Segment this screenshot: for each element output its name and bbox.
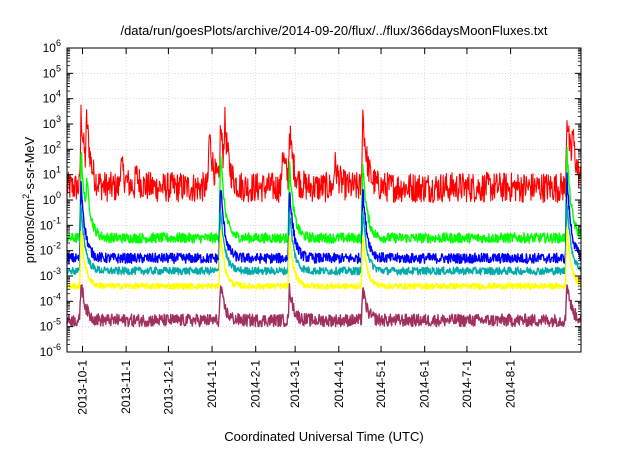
x-tick-label: 2014-5-1 [374, 360, 388, 408]
series-line [66, 146, 582, 244]
y-tick-exp: -4 [53, 291, 61, 301]
y-axis: 10610510410310210110010-110-210-310-410-… [40, 38, 581, 359]
y-tick-base: 10 [40, 294, 54, 308]
series-line [66, 226, 582, 290]
x-tick-label: 2014-1-1 [205, 360, 219, 408]
x-tick-label: 2013-10-1 [75, 360, 89, 415]
y-tick-exp: 4 [56, 89, 61, 99]
y-tick-exp: 2 [56, 139, 61, 149]
y-tick-label: 10-2 [40, 241, 61, 258]
y-tick-base: 10 [43, 193, 57, 207]
y-tick-exp: 3 [56, 114, 61, 124]
y-tick-exp: -2 [53, 241, 61, 251]
y-tick-exp: 1 [56, 165, 61, 175]
y-axis-label: protons/cm2-s-sr-MeV [21, 136, 37, 263]
series-line [66, 172, 582, 264]
y-tick-base: 10 [40, 320, 54, 334]
x-axis: 2013-10-1 2013-11-1 2013-12-1 2014-1-1 2014-… [75, 48, 518, 415]
y-tick-label: 10-5 [40, 317, 61, 334]
y-tick-exp: 0 [56, 190, 61, 200]
y-tick-exp: 5 [56, 63, 61, 73]
x-tick-label: 2014-3-1 [288, 360, 302, 408]
y-tick-base: 10 [43, 117, 57, 131]
y-tick-label: 105 [43, 63, 61, 80]
y-tick-base: 10 [43, 168, 57, 182]
x-axis-label: Coordinated Universal Time (UTC) [224, 429, 423, 444]
y-tick-label: 102 [43, 139, 61, 156]
y-tick-base: 10 [43, 92, 57, 106]
y-tick-label: 10-1 [40, 215, 61, 232]
x-tick-label: 2014-2-1 [249, 360, 263, 408]
y-axis-label-sup: 2 [21, 194, 31, 199]
x-tick-label: 2014-6-1 [418, 360, 432, 408]
y-tick-exp: 6 [56, 38, 61, 48]
y-tick-exp: -3 [53, 266, 61, 276]
x-tick-label: 2013-11-1 [119, 360, 133, 414]
y-tick-label: 10-4 [40, 291, 61, 308]
y-tick-base: 10 [43, 66, 57, 80]
y-tick-base: 10 [43, 142, 57, 156]
y-axis-label-rest: -s-sr-MeV [22, 136, 37, 193]
series-lines [66, 104, 582, 328]
y-tick-label: 100 [43, 190, 61, 207]
y-tick-label: 10-3 [40, 266, 61, 283]
series-line [66, 283, 582, 328]
y-tick-label: 104 [43, 89, 61, 106]
y-tick-exp: -1 [53, 215, 61, 225]
y-tick-label: 10-6 [40, 342, 61, 359]
grid-lines [67, 47, 581, 353]
chart-title: /data/run/goesPlots/archive/2014-09-20/f… [120, 23, 547, 38]
x-tick-label: 2014-7-1 [460, 360, 474, 408]
plot-frame [66, 47, 582, 353]
x-tick-label: 2013-12-1 [161, 360, 175, 415]
x-tick-label: 2014-8-1 [504, 360, 518, 408]
y-tick-base: 10 [40, 269, 54, 283]
y-tick-base: 10 [43, 41, 57, 55]
y-tick-label: 101 [43, 165, 61, 182]
x-tick-label: 2014-4-1 [332, 360, 346, 408]
y-axis-label-main: protons/cm [22, 199, 37, 263]
y-tick-base: 10 [40, 345, 54, 359]
y-tick-label: 106 [43, 38, 61, 55]
series-line [66, 203, 582, 276]
series-line [66, 104, 582, 204]
y-tick-exp: -5 [53, 317, 61, 327]
y-tick-base: 10 [40, 244, 54, 258]
y-tick-exp: -6 [53, 342, 61, 352]
y-tick-base: 10 [40, 218, 54, 232]
y-tick-label: 103 [43, 114, 61, 131]
